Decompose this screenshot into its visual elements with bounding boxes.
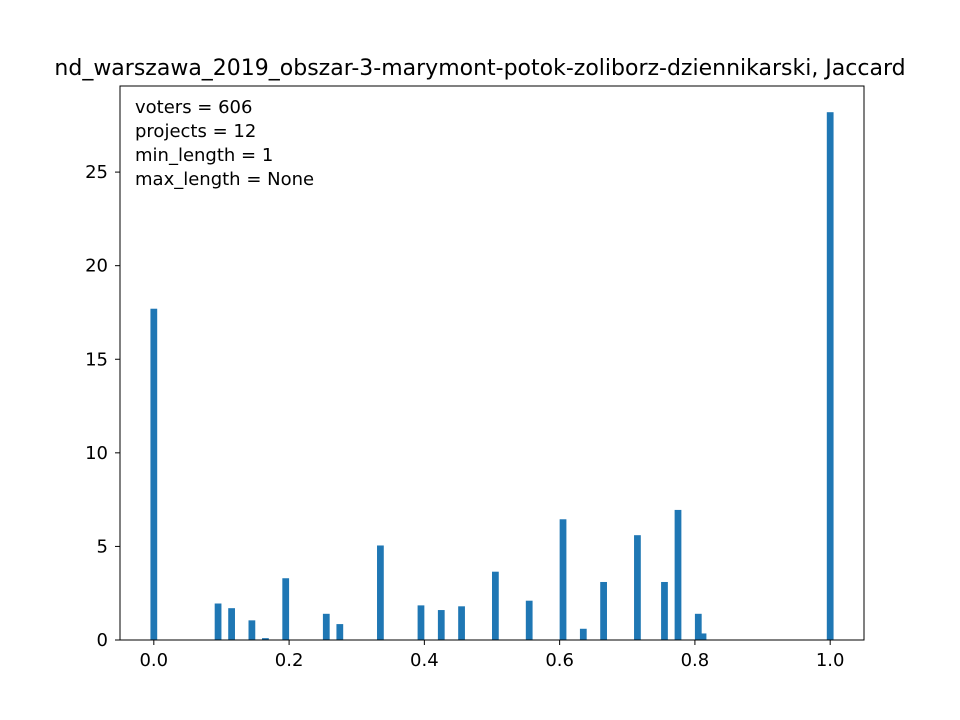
plot-frame xyxy=(119,85,865,641)
histogram-bar xyxy=(674,509,682,640)
y-tick-label: 5 xyxy=(97,536,108,557)
y-tick-label: 15 xyxy=(85,349,108,370)
histogram-bar xyxy=(262,638,269,640)
annotation-line: projects = 12 xyxy=(135,121,256,142)
histogram-bar xyxy=(525,600,533,640)
histogram-bar xyxy=(699,633,707,640)
histogram-bar xyxy=(492,571,499,640)
histogram-bar xyxy=(228,608,235,640)
chart-title: nd_warszawa_2019_obszar-3-marymont-potok… xyxy=(54,56,905,81)
histogram-bar xyxy=(336,624,344,640)
histogram-bar xyxy=(248,620,256,640)
annotation-line: min_length = 1 xyxy=(135,145,273,166)
histogram-bar xyxy=(826,112,834,640)
annotation-box: voters = 606 projects = 12 min_length = 1 m… xyxy=(135,97,314,190)
histogram-bar xyxy=(437,610,445,640)
histogram-bar xyxy=(634,535,641,640)
y-tick-label: 10 xyxy=(85,443,108,464)
histogram-bar xyxy=(579,628,587,640)
y-tick-label: 0 xyxy=(97,630,108,651)
histogram-bar xyxy=(694,613,702,640)
histogram-bar xyxy=(322,613,330,640)
annotation-line: voters = 606 xyxy=(135,97,252,118)
y-tick-label: 20 xyxy=(85,256,108,277)
histogram-bar xyxy=(458,606,465,640)
y-axis: 0 5 10 15 20 25 xyxy=(85,162,120,651)
histogram-bar xyxy=(377,545,384,640)
annotation-line: max_length = None xyxy=(135,169,314,190)
x-tick-label: 0.0 xyxy=(139,650,168,671)
histogram-bar xyxy=(661,581,668,640)
histogram-bar xyxy=(417,605,425,641)
x-tick-label: 0.2 xyxy=(275,650,304,671)
histogram-bar xyxy=(214,603,222,640)
x-tick-label: 0.6 xyxy=(545,650,574,671)
x-axis: 0.0 0.2 0.4 0.6 0.8 1.0 xyxy=(139,640,845,671)
bars-group xyxy=(150,112,834,641)
x-tick-label: 0.4 xyxy=(410,650,439,671)
x-tick-label: 0.8 xyxy=(681,650,710,671)
histogram-bar xyxy=(559,519,567,640)
y-tick-label: 25 xyxy=(85,162,108,183)
histogram-bar xyxy=(282,578,290,640)
histogram-bar xyxy=(150,308,158,640)
histogram-bar xyxy=(600,581,607,640)
x-tick-label: 1.0 xyxy=(816,650,845,671)
